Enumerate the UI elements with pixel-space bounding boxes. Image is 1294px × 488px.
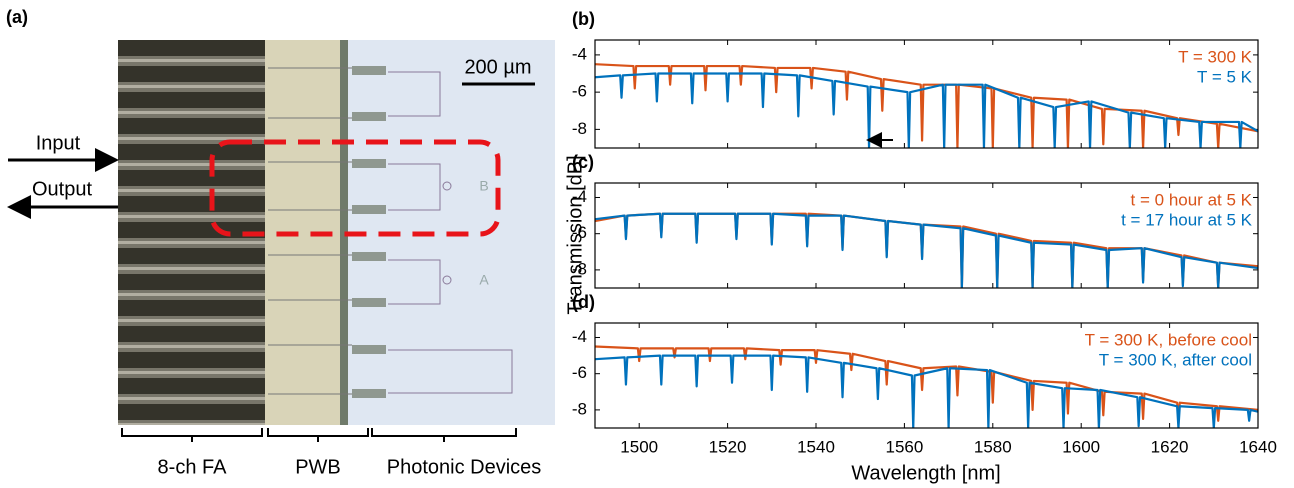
chart: (c) -4 -6 -8 t = 0 hour at 5 Kt = 17 hour at…	[572, 152, 1259, 289]
input-label: Input	[36, 132, 81, 154]
x-tick-label: 1640	[1239, 437, 1277, 456]
y-tick-label: -8	[572, 119, 587, 138]
braces	[121, 428, 517, 442]
x-tick-label: 1560	[885, 437, 923, 456]
output-label: Output	[32, 178, 92, 200]
series-line	[595, 354, 1258, 428]
legend-entry: t = 0 hour at 5 K	[1131, 190, 1253, 209]
x-axis-label: Wavelength [nm]	[851, 462, 1000, 484]
region-label: PWB	[295, 456, 341, 478]
device-label: A	[479, 272, 489, 288]
chart: (b) -4 -6 -8 T = 300 KT = 5 K	[572, 9, 1259, 149]
plot-lines	[595, 345, 1258, 428]
x-tick-label: 1520	[709, 437, 747, 456]
x-tick-label: 1580	[974, 437, 1012, 456]
plot-frame	[594, 182, 1259, 289]
scale-bar-label: 200 µm	[464, 56, 531, 78]
series-line	[595, 345, 1258, 422]
x-tick-label: 1540	[797, 437, 835, 456]
legend-entry: T = 300 K, after cool	[1099, 350, 1252, 369]
region-label: Photonic Devices	[387, 456, 542, 478]
y-tick-label: -8	[572, 399, 587, 418]
legend-entry: t = 17 hour at 5 K	[1121, 210, 1253, 229]
region-label: 8-ch FA	[158, 456, 228, 478]
y-axis-label: Transmission [dB]	[564, 155, 586, 314]
legend-entry: T = 300 K, before cool	[1085, 330, 1252, 349]
y-tick-label: -6	[572, 82, 587, 101]
waveguides	[268, 67, 513, 395]
legend-entry: T = 300 K	[1178, 47, 1253, 66]
plot-frame	[594, 39, 1259, 149]
plot-lines	[595, 212, 1258, 288]
panel-label: (c)	[572, 152, 594, 172]
series-line	[595, 212, 1258, 288]
y-tick-label: -4	[572, 187, 587, 206]
chart: (d) -4 -6 -8 1500 1520 1540 1560 1580 1600 1620 164…	[572, 292, 1277, 457]
plot-lines	[595, 63, 1258, 148]
plot-frame	[594, 322, 1259, 429]
grating-pads	[352, 66, 386, 398]
panel-label: (a)	[6, 7, 28, 27]
x-tick-label: 1620	[1151, 437, 1189, 456]
panel-label: (b)	[572, 9, 595, 29]
y-tick-label: -8	[572, 259, 587, 278]
chip-edge	[340, 40, 348, 425]
y-tick-label: -6	[572, 363, 587, 382]
panel-label: (d)	[572, 292, 595, 312]
y-tick-label: -4	[572, 327, 587, 346]
legend-entry: T = 5 K	[1197, 67, 1253, 86]
highlight-box	[209, 139, 501, 237]
panel-a: 200 µm B A (a) Input Output 8-ch FA PWB …	[6, 7, 555, 478]
x-tick-label: 1500	[620, 437, 658, 456]
device-label: B	[479, 178, 488, 194]
y-tick-label: -6	[572, 223, 587, 242]
series-line	[595, 72, 1258, 148]
x-tick-label: 1600	[1062, 437, 1100, 456]
y-tick-label: -4	[572, 44, 587, 63]
